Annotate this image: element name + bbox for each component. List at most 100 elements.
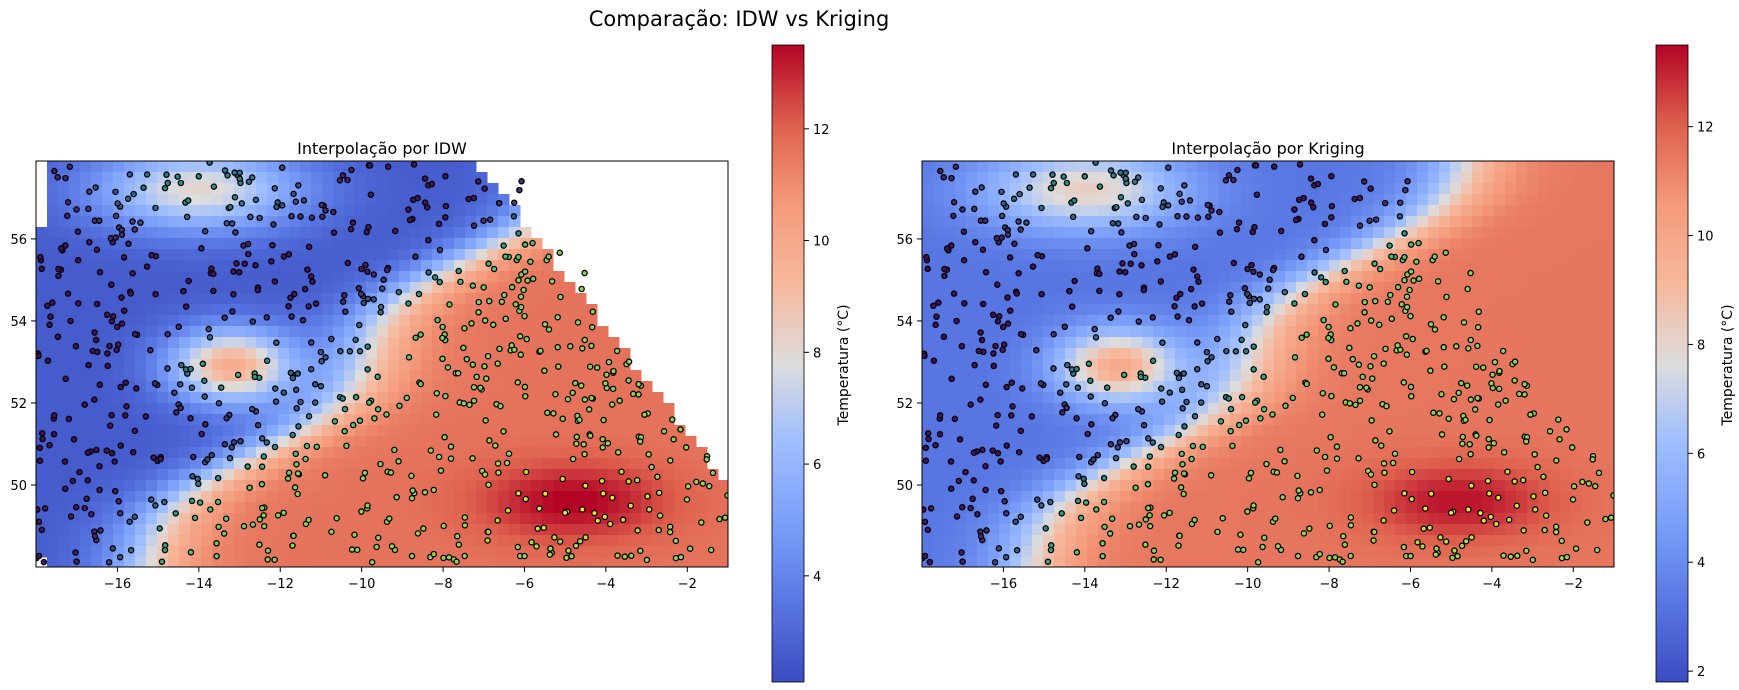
heatmap-cell (69, 370, 81, 382)
heatmap-cell (1241, 480, 1253, 492)
heatmap-cell (1329, 458, 1341, 470)
heatmap-cell (212, 271, 224, 283)
heatmap-cell (190, 315, 202, 327)
heatmap-cell (1384, 491, 1396, 503)
station-point (408, 494, 416, 502)
station-point (143, 171, 151, 178)
heatmap-cell (966, 480, 978, 492)
station-point (378, 285, 386, 292)
heatmap-cell (300, 161, 312, 173)
heatmap-cell (278, 183, 290, 195)
heatmap-cell (168, 260, 180, 272)
heatmap-cell (102, 304, 114, 316)
heatmap-cell (454, 227, 466, 239)
heatmap-cell (1032, 293, 1044, 305)
heatmap-cell (1131, 546, 1143, 558)
heatmap-cell (355, 524, 367, 536)
heatmap-cell (311, 348, 323, 360)
heatmap-cell (421, 205, 433, 217)
heatmap-cell (1472, 381, 1484, 393)
heatmap-cell (146, 447, 158, 459)
heatmap-cell (476, 337, 488, 349)
station-point (439, 334, 446, 342)
station-point (469, 361, 477, 368)
heatmap-cell (1307, 480, 1319, 492)
heatmap-cell (135, 502, 147, 514)
station-point (457, 278, 464, 286)
heatmap-cell (1472, 425, 1484, 437)
heatmap-cell (278, 414, 290, 426)
heatmap-cell (531, 392, 543, 404)
heatmap-cell (476, 227, 488, 239)
heatmap-cell (1054, 458, 1066, 470)
heatmap-cell (201, 502, 213, 514)
station-point (38, 430, 46, 437)
station-point (453, 532, 461, 540)
station-point (127, 546, 135, 554)
heatmap-cell (1340, 271, 1352, 283)
heatmap-cell (135, 392, 147, 404)
heatmap-cell (1516, 491, 1528, 503)
heatmap-cell (520, 326, 532, 338)
heatmap-cell (1296, 370, 1308, 382)
heatmap-cell (1087, 216, 1099, 228)
heatmap-cell (80, 326, 92, 338)
heatmap-cell (1384, 403, 1396, 415)
heatmap-cell (399, 436, 411, 448)
heatmap-cell (944, 260, 956, 272)
heatmap-cell (388, 216, 400, 228)
heatmap-cell (1439, 370, 1451, 382)
heatmap-cell (1406, 194, 1418, 206)
heatmap-cell (366, 458, 378, 470)
heatmap-cell (1010, 271, 1022, 283)
heatmap-cell (1461, 348, 1473, 360)
heatmap-cell (542, 447, 554, 459)
station-point (408, 472, 415, 480)
heatmap-cell (531, 315, 543, 327)
heatmap-cell (421, 315, 433, 327)
heatmap-cell (69, 381, 81, 393)
heatmap-cell (1263, 227, 1275, 239)
heatmap-cell (366, 183, 378, 195)
heatmap-cell (432, 502, 444, 514)
heatmap-cell (69, 524, 81, 536)
heatmap-cell (256, 535, 268, 547)
heatmap-cell (223, 546, 235, 558)
heatmap-cell (168, 491, 180, 503)
heatmap-cell (256, 161, 268, 173)
station-point (510, 199, 518, 206)
heatmap-cell (1043, 425, 1055, 437)
heatmap-cell (1175, 227, 1187, 239)
heatmap-cell (1329, 315, 1341, 327)
heatmap-cell (1373, 425, 1385, 437)
station-point (343, 442, 350, 450)
heatmap-cell (201, 359, 213, 371)
heatmap-cell (1318, 161, 1330, 173)
heatmap-cell (36, 337, 48, 349)
heatmap-cell (410, 425, 422, 437)
heatmap-cell (465, 161, 477, 173)
heatmap-cell (168, 502, 180, 514)
heatmap-cell (223, 282, 235, 294)
heatmap-cell (1142, 293, 1154, 305)
heatmap-cell (201, 535, 213, 547)
heatmap-cell (1131, 348, 1143, 360)
heatmap-cell (1087, 282, 1099, 294)
heatmap-cell (322, 271, 334, 283)
heatmap-cell (223, 392, 235, 404)
heatmap-cell (944, 491, 956, 503)
heatmap-cell (1560, 260, 1572, 272)
heatmap-cell (1450, 304, 1462, 316)
heatmap-cell (212, 161, 224, 173)
heatmap-cell (1285, 348, 1297, 360)
heatmap-cell (1285, 557, 1297, 567)
heatmap-cell (410, 359, 422, 371)
heatmap-cell (333, 359, 345, 371)
station-point (46, 441, 53, 449)
heatmap-cell (234, 546, 246, 558)
heatmap-cell (157, 425, 169, 437)
heatmap-cell (1098, 370, 1110, 382)
heatmap-cell (1098, 172, 1110, 184)
heatmap-cell (933, 216, 945, 228)
heatmap-cell (1021, 480, 1033, 492)
